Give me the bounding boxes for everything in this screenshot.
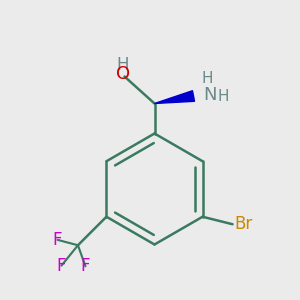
Text: F: F [53,231,62,249]
Text: H: H [117,56,129,74]
Text: Br: Br [234,215,252,233]
Polygon shape [154,91,194,103]
Text: H: H [218,89,229,104]
Text: O: O [116,64,130,82]
Text: F: F [57,256,66,275]
Text: N: N [203,85,217,103]
Text: F: F [81,257,90,275]
Text: H: H [201,71,213,86]
